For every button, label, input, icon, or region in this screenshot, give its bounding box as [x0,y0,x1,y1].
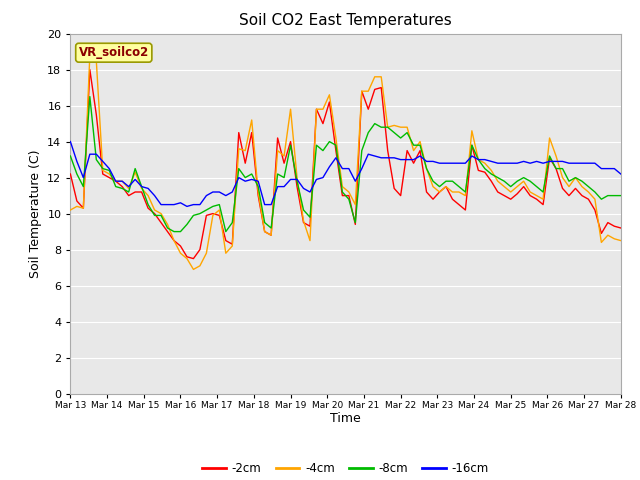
Text: VR_soilco2: VR_soilco2 [79,46,149,59]
Legend: -2cm, -4cm, -8cm, -16cm: -2cm, -4cm, -8cm, -16cm [197,457,494,480]
Title: Soil CO2 East Temperatures: Soil CO2 East Temperatures [239,13,452,28]
Y-axis label: Soil Temperature (C): Soil Temperature (C) [29,149,42,278]
X-axis label: Time: Time [330,412,361,425]
